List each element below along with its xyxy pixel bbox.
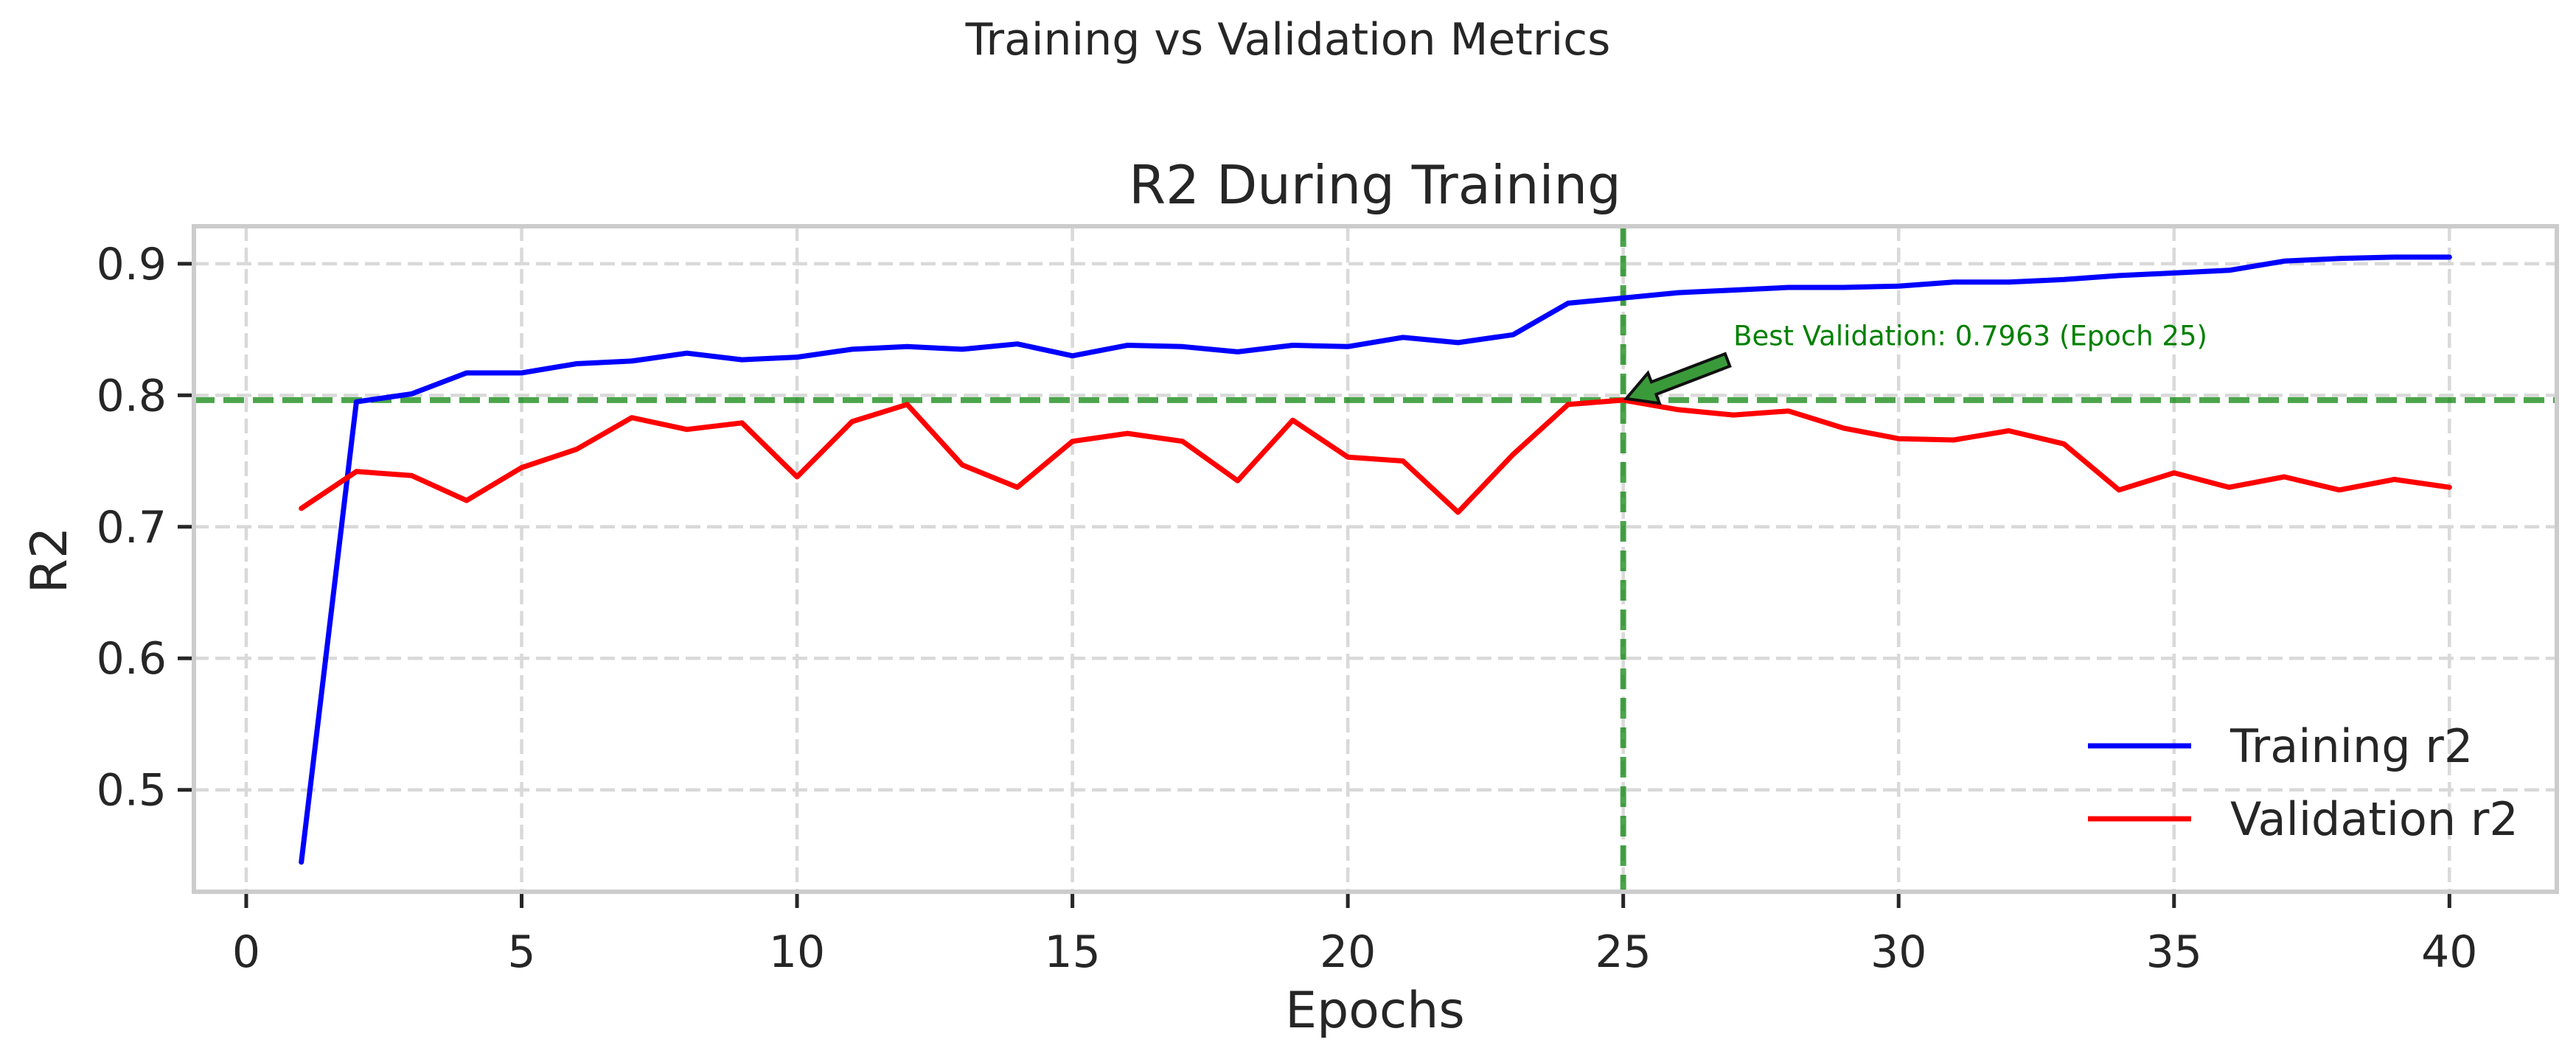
x-axis-label: Epochs [1285,982,1465,1040]
x-tick-label-2: 10 [769,926,825,978]
plot-frame [192,224,2559,894]
y-tick-label-4: 0.9 [97,239,167,290]
series-line-1 [299,397,2452,515]
annotation-arrow [1623,352,1732,405]
figure-suptitle: Training vs Validation Metrics [965,14,1611,66]
y-tick-label-0: 0.5 [97,765,167,817]
x-tick-label-6: 30 [1870,926,1926,978]
x-tick-label-8: 40 [2421,926,2477,978]
legend-label-0: Training r2 [2229,719,2473,773]
best-annotation: Best Validation: 0.7963 (Epoch 25) [1623,321,2207,405]
series-lines [299,254,2452,865]
x-tick-label-0: 0 [232,926,260,978]
y-tick-label-3: 0.8 [97,370,167,422]
chart-title: R2 During Training [1129,154,1621,216]
x-tick-label-7: 35 [2146,926,2202,978]
y-tick-label-2: 0.7 [97,502,167,553]
y-axis-label: R2 [21,527,79,594]
annotation-text: Best Validation: 0.7963 (Epoch 25) [1733,321,2207,352]
y-axis-ticks: 0.5 0.6 0.7 0.8 0.9 [97,239,192,817]
best-reference-lines [194,226,2557,892]
series-line-0 [299,254,2452,865]
x-tick-label-5: 25 [1595,926,1651,978]
legend-label-1: Validation r2 [2230,792,2518,846]
x-axis-ticks: 0 5 10 15 20 25 30 35 40 [232,894,2477,978]
x-tick-label-1: 5 [507,926,535,978]
grid-lines [194,226,2557,892]
x-tick-label-3: 15 [1044,926,1100,978]
y-tick-label-1: 0.6 [97,633,167,685]
x-tick-label-4: 20 [1320,926,1376,978]
legend: Training r2 Validation r2 [2088,719,2518,846]
